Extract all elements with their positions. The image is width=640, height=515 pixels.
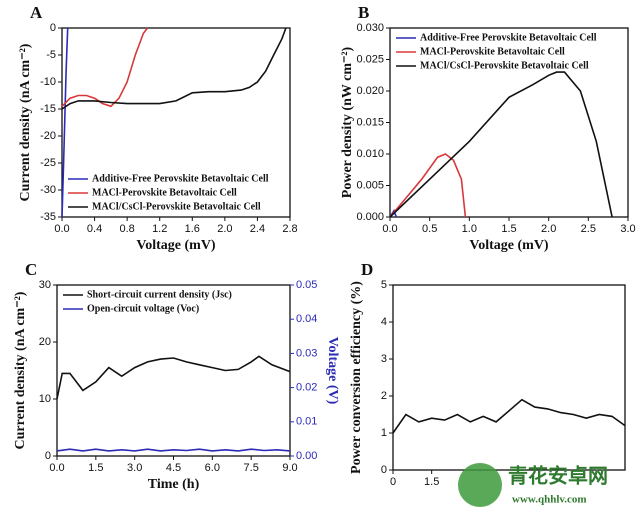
y-tick-label: 0.015 <box>356 116 384 128</box>
y-tick-label: -35 <box>40 211 56 223</box>
x-tick-label: 2.0 <box>217 223 232 235</box>
x-tick-label: 1.0 <box>462 223 477 235</box>
series-line <box>56 448 291 452</box>
watermark: 青花安卓网 www.qhhlv.com <box>458 463 608 507</box>
y-tick-label: -20 <box>40 130 56 142</box>
x-tick-label: 1.5 <box>88 462 103 474</box>
x-tick-label: 7.5 <box>244 462 259 474</box>
y-axis-label: Current density (nA cm⁻²) <box>13 291 28 449</box>
y2-axis-label: Voltage (V) <box>325 337 340 405</box>
x-tick-label: 1.6 <box>185 223 200 235</box>
x-tick-label: 2.5 <box>581 223 596 235</box>
series-line <box>61 27 287 110</box>
watermark-url: www.qhhlv.com <box>512 494 587 506</box>
y-tick-label: -25 <box>40 157 56 169</box>
panel-label: C <box>25 260 37 279</box>
x-axis-label: Time (h) <box>148 477 200 492</box>
panel-label: B <box>358 3 369 22</box>
y-tick-label: 0.010 <box>356 148 384 160</box>
series-line <box>61 27 69 218</box>
legend-label: MACl/CsCl-Perovskite Betavoltaic Cell <box>420 60 589 71</box>
x-tick-label: 3.0 <box>127 462 142 474</box>
x-tick-label: 0.0 <box>54 223 69 235</box>
x-tick-label: 0.4 <box>87 223 102 235</box>
x-tick-label: 0.8 <box>119 223 134 235</box>
y-tick-label: 0.030 <box>356 22 384 34</box>
legend-label: Short-circuit current density (Jsc) <box>87 289 232 300</box>
x-tick-label: 1.2 <box>152 223 167 235</box>
y-tick-label: 30 <box>39 279 51 291</box>
y-tick-label: 20 <box>39 336 51 348</box>
y-axis-label: Power conversion efficiency (%) <box>349 281 364 474</box>
y-tick-label: -30 <box>40 184 56 196</box>
x-tick-label: 9.0 <box>282 462 297 474</box>
y-tick-label: 1 <box>381 427 387 439</box>
panel-label: A <box>30 3 43 22</box>
plot-frame <box>392 284 626 471</box>
series-line <box>392 398 626 434</box>
plot-frame <box>61 27 291 218</box>
y-tick-label: 2 <box>381 390 387 402</box>
x-tick-label: 2.0 <box>541 223 556 235</box>
y2-tick-label: 0.00 <box>296 450 317 462</box>
series-line <box>389 71 613 218</box>
x-tick-label: 0 <box>390 476 396 488</box>
y-tick-label: 0 <box>50 22 56 34</box>
legend-label: Additive-Free Perovskite Betavoltaic Cel… <box>420 32 597 43</box>
y2-tick-label: 0.02 <box>296 382 317 394</box>
y-tick-label: -15 <box>40 103 56 115</box>
x-tick-label: 4.5 <box>166 462 181 474</box>
legend-label: MACl-Perovskite Betavoltaic Cell <box>92 187 237 198</box>
x-tick-label: 1.5 <box>501 223 516 235</box>
legend-label: Open-circuit voltage (Voc) <box>87 303 199 314</box>
x-tick-label: 6.0 <box>205 462 220 474</box>
x-tick-label: 3.0 <box>620 223 635 235</box>
y-tick-label: 0 <box>381 464 387 476</box>
y-tick-label: 3 <box>381 353 387 365</box>
watermark-title: 青花安卓网 <box>508 464 608 488</box>
series-line <box>56 355 291 400</box>
y-tick-label: -10 <box>40 76 56 88</box>
x-tick-label: 0.0 <box>49 462 64 474</box>
y-axis-label: Current density (nA cm⁻²) <box>18 43 33 201</box>
y-tick-label: 0.025 <box>356 53 384 65</box>
x-tick-label: 0.5 <box>422 223 437 235</box>
series-line <box>61 27 149 108</box>
x-tick-label: 0.0 <box>382 223 397 235</box>
y-tick-label: 10 <box>39 393 51 405</box>
legend-label: MACl-Perovskite Betavoltaic Cell <box>420 46 565 57</box>
y-tick-label: 0.000 <box>356 211 384 223</box>
x-axis-label: Voltage (mV) <box>469 238 549 253</box>
y2-tick-label: 0.04 <box>296 313 317 325</box>
y-axis-label: Power density (nW cm⁻²) <box>340 46 355 198</box>
y-tick-label: 5 <box>381 279 387 291</box>
x-tick-label: 2.4 <box>250 223 265 235</box>
y-tick-label: 4 <box>381 316 387 328</box>
y-tick-label: 0.020 <box>356 85 384 97</box>
y-tick-label: -5 <box>46 49 56 61</box>
x-axis-label: Voltage (mV) <box>136 238 216 253</box>
watermark-logo <box>458 463 502 507</box>
y-tick-label: 0 <box>45 450 51 462</box>
y2-tick-label: 0.03 <box>296 347 317 359</box>
legend-label: MACl/CsCl-Perovskite Betavoltaic Cell <box>92 201 261 212</box>
legend-label: Additive-Free Perovskite Betavoltaic Cel… <box>92 173 269 184</box>
x-tick-label: 2.8 <box>282 223 297 235</box>
x-tick-label: 1.5 <box>424 476 439 488</box>
y-tick-label: 0.005 <box>356 179 384 191</box>
panel-label: D <box>361 260 373 279</box>
series-line <box>389 153 467 218</box>
y2-tick-label: 0.05 <box>296 279 317 291</box>
y2-tick-label: 0.01 <box>296 416 317 428</box>
